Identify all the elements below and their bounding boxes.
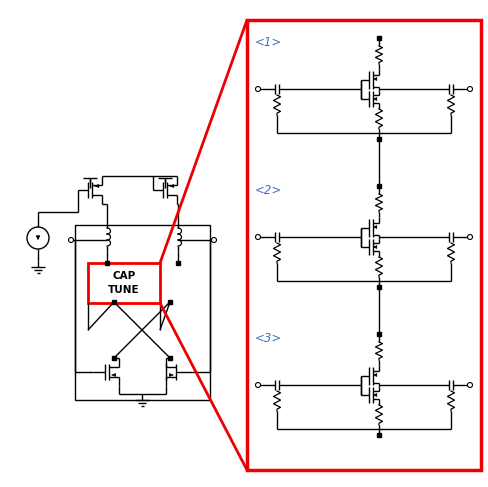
Bar	[246, 20, 480, 470]
Circle shape	[68, 238, 73, 243]
Circle shape	[255, 235, 260, 240]
Bar	[88, 263, 160, 303]
Bar	[75, 225, 209, 400]
Circle shape	[211, 238, 216, 243]
Text: <3>: <3>	[254, 333, 282, 345]
Circle shape	[27, 227, 49, 249]
Circle shape	[255, 382, 260, 388]
Circle shape	[467, 382, 471, 388]
Circle shape	[255, 87, 260, 92]
Circle shape	[467, 235, 471, 240]
Text: CAP: CAP	[112, 271, 135, 281]
Text: TUNE: TUNE	[108, 285, 140, 295]
Text: <1>: <1>	[254, 37, 282, 50]
Circle shape	[467, 87, 471, 92]
Text: <2>: <2>	[254, 185, 282, 198]
